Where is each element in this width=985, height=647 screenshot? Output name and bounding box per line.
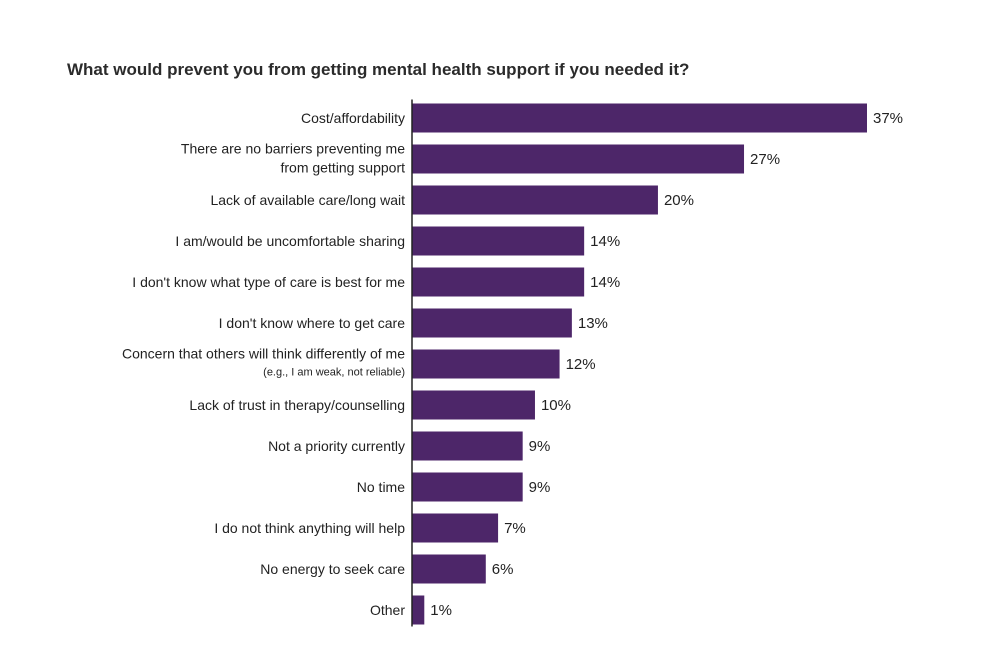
category-labels-group: Cost/affordability There are no barriers … — [122, 110, 405, 618]
category-label-1-line-1: from getting support — [280, 160, 405, 176]
category-label-3: I am/would be uncomfortable sharing — [175, 233, 405, 249]
category-label-2: Lack of available care/long wait — [210, 192, 405, 208]
value-labels-group: 37% 27% 20% 14% 14% 13% 12% 10% 9% 9% 7% 6% 1% — [430, 110, 903, 619]
category-label-6: Concern that others will think different… — [122, 346, 405, 362]
value-label-11: 6% — [492, 561, 514, 578]
value-label-2: 20% — [664, 192, 694, 209]
bar-7 — [412, 390, 535, 420]
value-label-10: 7% — [504, 520, 526, 537]
category-label-4: I don't know what type of care is best f… — [132, 274, 405, 290]
bar-1 — [412, 144, 745, 174]
bar-10 — [412, 513, 499, 543]
value-label-5: 13% — [578, 315, 608, 332]
category-label-12: Other — [370, 602, 405, 618]
bar-8 — [412, 431, 523, 461]
bar-9 — [412, 472, 523, 502]
chart-title: What would prevent you from getting ment… — [67, 60, 690, 79]
category-label-1-line-0: There are no barriers preventing me — [181, 141, 405, 157]
value-label-7: 10% — [541, 397, 571, 414]
category-label-7: Lack of trust in therapy/counselling — [189, 397, 405, 413]
bar-0 — [412, 103, 867, 133]
bar-4 — [412, 267, 585, 297]
category-label-5: I don't know where to get care — [219, 315, 406, 331]
value-label-1: 27% — [750, 151, 780, 168]
bar-3 — [412, 226, 585, 256]
value-label-12: 1% — [430, 602, 452, 619]
category-label-8: Not a priority currently — [268, 438, 405, 454]
category-label-0: Cost/affordability — [301, 110, 405, 126]
value-label-4: 14% — [590, 274, 620, 291]
bar-6 — [412, 349, 560, 379]
bar-12 — [412, 595, 425, 625]
value-label-0: 37% — [873, 110, 903, 127]
category-label-9: No time — [357, 479, 405, 495]
bars-group — [412, 103, 867, 625]
bar-11 — [412, 554, 486, 584]
value-label-3: 14% — [590, 233, 620, 250]
value-label-6: 12% — [566, 356, 596, 373]
category-note-6: (e.g., I am weak, not reliable) — [263, 367, 405, 379]
category-label-11: No energy to seek care — [260, 561, 405, 577]
bar-2 — [412, 185, 658, 215]
category-label-10: I do not think anything will help — [214, 520, 405, 536]
bar-5 — [412, 308, 572, 338]
value-label-9: 9% — [529, 479, 551, 496]
value-label-8: 9% — [529, 438, 551, 455]
